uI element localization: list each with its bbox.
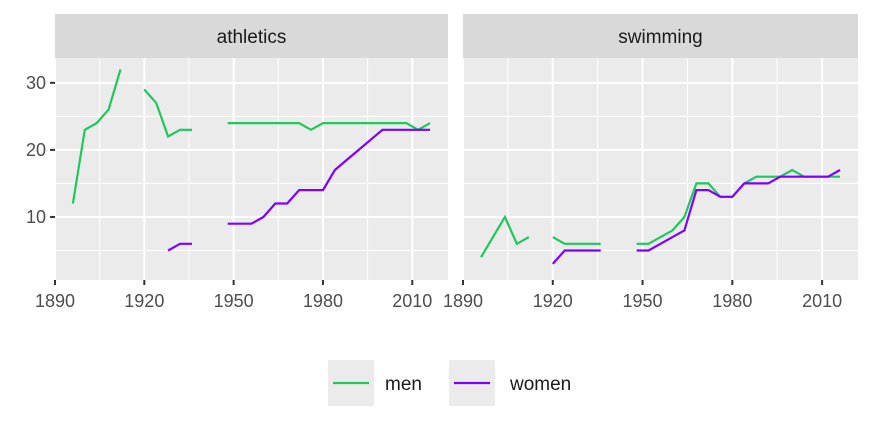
y-tick-label: 10 xyxy=(26,207,46,227)
series-line-women xyxy=(227,128,431,225)
legend-label-women: women xyxy=(509,374,571,395)
series-line-men xyxy=(227,121,431,132)
x-tick-label: 1950 xyxy=(214,291,254,311)
x-tick-label: 1920 xyxy=(533,291,573,311)
series-line-men xyxy=(143,88,192,139)
panel-background xyxy=(55,58,448,280)
facet-title: swimming xyxy=(618,27,702,48)
x-tick-label: 1980 xyxy=(712,291,752,311)
x-tick-label: 2010 xyxy=(802,291,842,311)
panel-background xyxy=(463,58,858,280)
series-line-women xyxy=(551,249,601,265)
x-tick-label: 1890 xyxy=(35,291,75,311)
x-tick-label: 1980 xyxy=(303,291,343,311)
series-line-women xyxy=(636,169,841,252)
x-tick-label: 2010 xyxy=(392,291,432,311)
facet-strip xyxy=(463,14,858,58)
y-tick-label: 30 xyxy=(26,73,46,93)
legend-label-men: men xyxy=(385,374,422,395)
x-tick-label: 1950 xyxy=(623,291,663,311)
facet-strip xyxy=(55,14,448,58)
series-line-women xyxy=(167,242,192,252)
facet-title: athletics xyxy=(217,27,287,48)
series-line-men xyxy=(552,236,601,245)
series-line-men xyxy=(480,214,530,258)
x-tick-label: 1920 xyxy=(124,291,164,311)
x-tick-label: 1890 xyxy=(443,291,483,311)
series-line-men xyxy=(71,69,122,204)
y-tick-label: 20 xyxy=(26,140,46,160)
